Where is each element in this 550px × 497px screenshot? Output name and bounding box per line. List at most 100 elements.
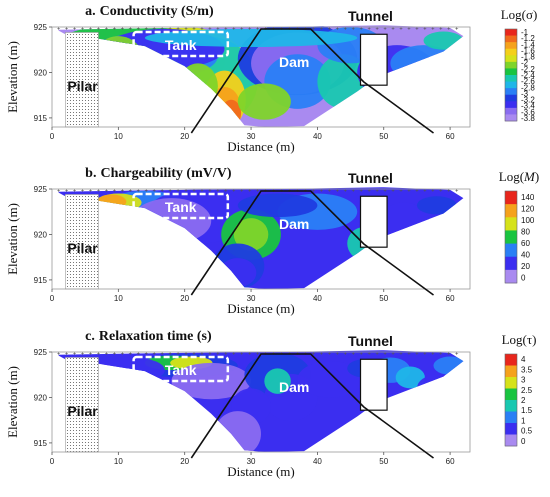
anomaly-blob bbox=[237, 193, 318, 218]
electrode-marker bbox=[248, 188, 252, 192]
electrode-marker bbox=[136, 188, 140, 192]
x-tick-label: 40 bbox=[313, 457, 322, 466]
panel-title-text: Relaxation time (s) bbox=[99, 329, 212, 344]
electrode-marker bbox=[319, 188, 323, 192]
x-axis-label: Distance (m) bbox=[227, 301, 295, 316]
colorbar: -1-1.2-1.4-1.6-1.8-2-2.2-2.4-2.6-2.8-3-3… bbox=[501, 7, 538, 123]
electrode-marker bbox=[367, 26, 371, 30]
tunnel-opening bbox=[359, 33, 388, 86]
electrode-marker bbox=[120, 351, 124, 355]
electrode-marker bbox=[343, 188, 347, 192]
electrode-marker bbox=[367, 351, 371, 355]
electrode-marker bbox=[73, 188, 76, 192]
colorbar-segment bbox=[505, 204, 517, 218]
anomaly-blob bbox=[416, 374, 457, 403]
anomaly-blob bbox=[395, 366, 425, 389]
label-tunnel: Tunnel bbox=[348, 8, 393, 24]
electrode-marker bbox=[128, 351, 132, 355]
electrode-marker bbox=[447, 351, 451, 355]
electrode-marker bbox=[105, 26, 108, 30]
electrode-marker bbox=[256, 188, 260, 192]
colorbar-tick-label: -3.4 bbox=[521, 102, 535, 111]
electrode-marker bbox=[327, 26, 331, 30]
colorbar-segment bbox=[505, 88, 517, 96]
electrode-marker bbox=[423, 351, 427, 355]
colorbar-frame bbox=[504, 28, 518, 122]
x-tick-label: 60 bbox=[446, 132, 455, 141]
y-tick-label: 915 bbox=[34, 114, 48, 123]
colorbar-tick-label: -3.6 bbox=[521, 108, 535, 117]
electrode-marker bbox=[232, 188, 236, 192]
colorbar-segment bbox=[505, 377, 517, 389]
anomaly-blob bbox=[91, 36, 145, 91]
tunnel-opening bbox=[359, 358, 388, 411]
electrode-marker bbox=[112, 188, 116, 192]
label-tank: Tank bbox=[165, 362, 197, 378]
colorbar-tick-label: -2.4 bbox=[521, 71, 535, 80]
electrode-marker bbox=[232, 26, 236, 30]
x-axis-label: Distance (m) bbox=[227, 464, 295, 479]
colorbar-segment bbox=[505, 423, 517, 435]
pilar-region bbox=[65, 357, 99, 453]
x-tick-label: 60 bbox=[446, 457, 455, 466]
panel-title-text: Conductivity (S/m) bbox=[100, 4, 214, 19]
colorbar-tick-label: -1 bbox=[521, 28, 529, 37]
colorbar-segment bbox=[505, 354, 517, 366]
electrode-marker bbox=[375, 26, 379, 30]
tank-box bbox=[132, 30, 230, 58]
electrode-marker bbox=[407, 351, 411, 355]
colorbar-title: Log(σ) bbox=[501, 7, 538, 22]
y-tick-label: 925 bbox=[34, 23, 48, 32]
colorbar-segment bbox=[505, 107, 517, 115]
electrode-marker bbox=[57, 26, 61, 30]
panel-letter: c. bbox=[85, 329, 95, 344]
electrode-marker bbox=[208, 351, 212, 355]
electrode-marker bbox=[120, 188, 124, 192]
electrode-marker bbox=[81, 188, 84, 192]
electrode-marker bbox=[144, 351, 148, 355]
colorbar-segment bbox=[505, 48, 517, 56]
tank-box bbox=[132, 192, 230, 220]
electrode-marker bbox=[216, 26, 220, 30]
colorbar-segment bbox=[505, 61, 517, 69]
colorbar: 43.5 32.521.51 0.50 Log(τ) bbox=[502, 332, 536, 447]
y-tick-label: 915 bbox=[34, 276, 48, 285]
electrode-marker bbox=[359, 188, 363, 192]
colorbar-title: Log(M) bbox=[499, 169, 539, 184]
electrode-marker bbox=[224, 351, 228, 355]
y-axis-label: Elevation (m) bbox=[5, 203, 20, 275]
electrode-line bbox=[57, 26, 459, 30]
colorbar-segment bbox=[505, 191, 517, 205]
electrode-marker bbox=[97, 26, 100, 30]
colorbar-tick-label: 0 bbox=[521, 437, 526, 446]
panel-b: 0 10 20 30 40 50 60 925 920 915 Distance (m) Elevat… bbox=[5, 166, 539, 316]
electrode-marker bbox=[399, 26, 403, 30]
colorbar-tick-label: 80 bbox=[521, 227, 530, 236]
colorbar-tick-label: 100 bbox=[521, 216, 535, 225]
x-tick-label: 10 bbox=[114, 132, 123, 141]
panel-a: 0 10 20 30 40 50 60 925 920 915 Distance (m) Elevat… bbox=[5, 4, 537, 154]
panel-title: c. Relaxation time (s) bbox=[85, 329, 212, 344]
y-tick-label: 915 bbox=[34, 439, 48, 448]
electrode-marker bbox=[184, 351, 188, 355]
x-tick-label: 50 bbox=[379, 457, 388, 466]
anomaly-blob bbox=[97, 194, 127, 210]
colorbar-tick-label: -2.2 bbox=[521, 65, 535, 74]
x-tick-label: 40 bbox=[313, 294, 322, 303]
colorbar-segment bbox=[505, 75, 517, 82]
anomaly-blob bbox=[144, 28, 358, 47]
electrode-marker bbox=[439, 26, 443, 30]
electrode-marker bbox=[415, 26, 419, 30]
y-tick-label: 925 bbox=[34, 185, 48, 194]
x-tick-label: 0 bbox=[50, 457, 55, 466]
colorbar-tick-label: -1.6 bbox=[521, 46, 535, 55]
colorbar-frame bbox=[504, 190, 518, 284]
label-pilar: Pilar bbox=[67, 78, 98, 94]
electrode-marker bbox=[431, 188, 435, 192]
electrode-marker bbox=[423, 26, 427, 30]
anomaly-blob bbox=[264, 368, 291, 394]
electrode-marker bbox=[176, 351, 180, 355]
electrode-marker bbox=[144, 188, 148, 192]
x-tick-label: 50 bbox=[379, 294, 388, 303]
electrode-marker bbox=[240, 188, 244, 192]
